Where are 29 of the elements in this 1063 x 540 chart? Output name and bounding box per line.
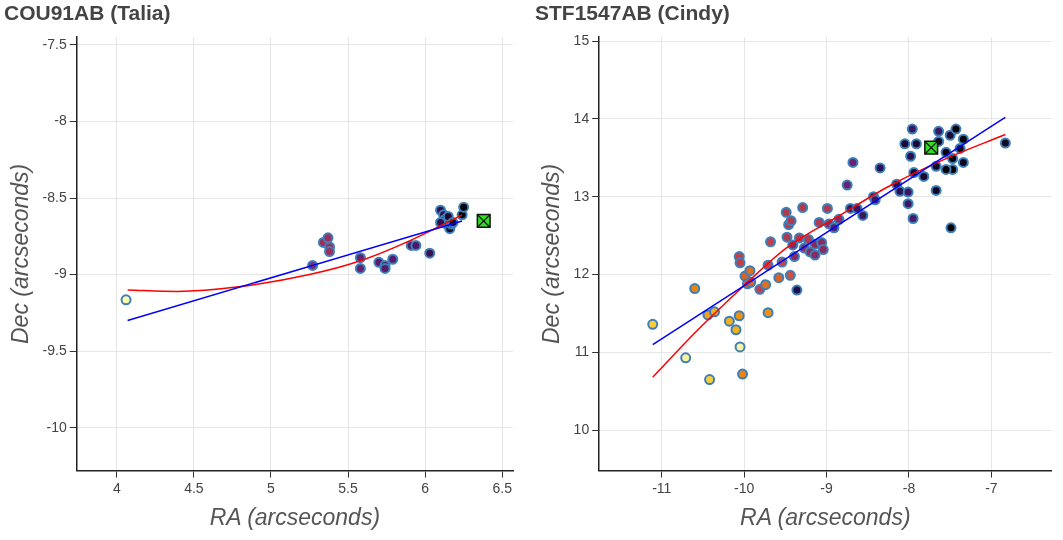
x-tick-label: 6.5 (492, 479, 513, 496)
x-tick-label: 4 (112, 479, 121, 496)
y-tick-label: -9 (54, 265, 67, 282)
y-tick-label: 12 (573, 265, 590, 282)
x-tick-label: -11 (652, 479, 672, 496)
y-tick-label: 13 (573, 187, 590, 204)
y-tick-label: 15 (573, 31, 590, 48)
y-tick-label: -10 (46, 418, 67, 435)
x-tick-label: -7 (985, 479, 998, 496)
x-tick-label: 4.5 (184, 479, 204, 496)
chart-title: STF1547AB (Cindy) (535, 1, 730, 25)
x-tick-label: 6 (421, 479, 430, 496)
x-tick-label: 5.5 (338, 479, 358, 496)
y-tick-label: -7.5 (42, 35, 67, 52)
x-tick-label: 5 (267, 479, 276, 496)
chart-title: COU91AB (Talia) (4, 1, 171, 25)
x-tick-label: -10 (734, 479, 755, 496)
y-tick-label: 10 (573, 421, 590, 437)
y-tick-label: -8 (54, 112, 67, 129)
y-tick-label: -9.5 (42, 342, 67, 359)
y-tick-label: 11 (574, 343, 590, 360)
x-tick-label: -9 (820, 479, 834, 496)
y-tick-label: 14 (573, 109, 590, 126)
x-tick-label: -8 (902, 479, 916, 496)
y-tick-label: -8.5 (42, 188, 67, 205)
x-axis-title: RA (arcseconds) (740, 503, 911, 530)
y-axis-title: Dec (arcseconds) (7, 163, 34, 345)
x-axis-title: RA (arcseconds) (209, 503, 381, 530)
y-axis-title: Dec (arcseconds) (538, 163, 565, 345)
